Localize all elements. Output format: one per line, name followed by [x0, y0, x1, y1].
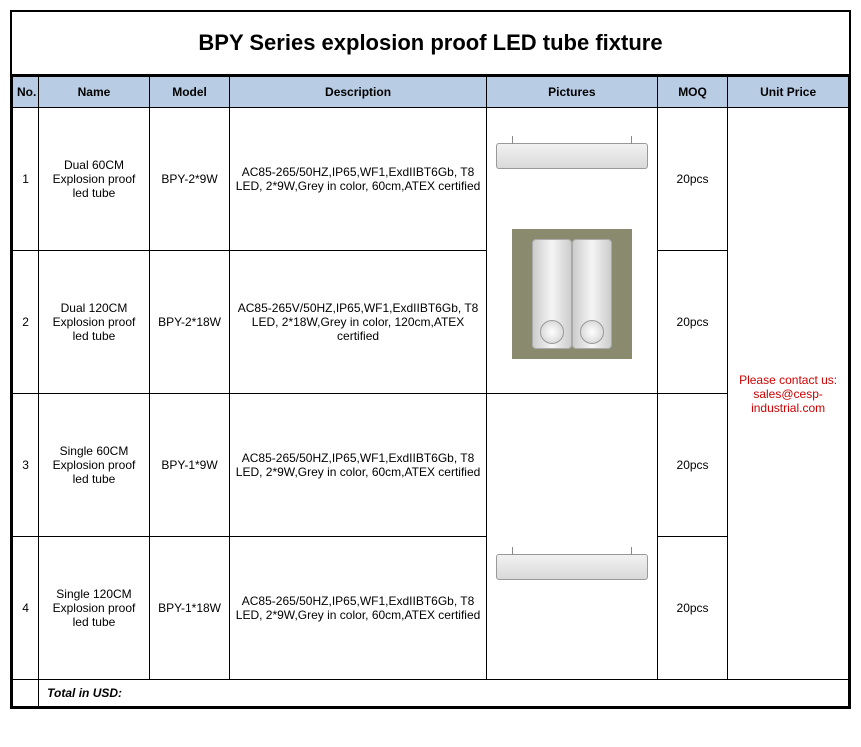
cell-desc: AC85-265/50HZ,IP65,WF1,ExdIIBT6Gb, T8 LE… — [230, 394, 487, 537]
cell-no: 2 — [13, 251, 39, 394]
col-header-no: No. — [13, 77, 39, 108]
cell-model: BPY-1*9W — [149, 394, 229, 537]
cell-picture — [486, 108, 657, 394]
fixture-icon — [496, 143, 648, 169]
col-header-pic: Pictures — [486, 77, 657, 108]
cell-unit-price: Please contact us: sales@cesp-industrial… — [728, 108, 849, 680]
cell-no: 4 — [13, 537, 39, 680]
cell-total-no — [13, 680, 39, 707]
cell-total-label: Total in USD: — [39, 680, 849, 707]
product-table: No. Name Model Description Pictures MOQ … — [12, 76, 849, 707]
cell-moq: 20pcs — [657, 394, 727, 537]
table-row: 2 Dual 120CM Explosion proof led tube BP… — [13, 251, 849, 394]
cell-picture — [486, 394, 657, 680]
col-header-name: Name — [39, 77, 150, 108]
total-row: Total in USD: — [13, 680, 849, 707]
cell-moq: 20pcs — [657, 537, 727, 680]
table-header-row: No. Name Model Description Pictures MOQ … — [13, 77, 849, 108]
table-row: 3 Single 60CM Explosion proof led tube B… — [13, 394, 849, 537]
col-header-price: Unit Price — [728, 77, 849, 108]
cell-moq: 20pcs — [657, 251, 727, 394]
col-header-model: Model — [149, 77, 229, 108]
col-header-moq: MOQ — [657, 77, 727, 108]
cell-no: 3 — [13, 394, 39, 537]
cell-desc: AC85-265/50HZ,IP65,WF1,ExdIIBT6Gb, T8 LE… — [230, 108, 487, 251]
fixture-photo — [512, 229, 632, 359]
table-row: 1 Dual 60CM Explosion proof led tube BPY… — [13, 108, 849, 251]
cell-moq: 20pcs — [657, 108, 727, 251]
table-row: 4 Single 120CM Explosion proof led tube … — [13, 537, 849, 680]
cell-model: BPY-1*18W — [149, 537, 229, 680]
cell-no: 1 — [13, 108, 39, 251]
cell-name: Dual 120CM Explosion proof led tube — [39, 251, 150, 394]
cell-name: Single 60CM Explosion proof led tube — [39, 394, 150, 537]
cell-name: Single 120CM Explosion proof led tube — [39, 537, 150, 680]
document-frame: BPY Series explosion proof LED tube fixt… — [10, 10, 851, 709]
fixture-icon — [496, 554, 648, 580]
cell-desc: AC85-265V/50HZ,IP65,WF1,ExdIIBT6Gb, T8 L… — [230, 251, 487, 394]
cell-model: BPY-2*9W — [149, 108, 229, 251]
col-header-desc: Description — [230, 77, 487, 108]
page-title: BPY Series explosion proof LED tube fixt… — [12, 12, 849, 76]
cell-model: BPY-2*18W — [149, 251, 229, 394]
cell-desc: AC85-265/50HZ,IP65,WF1,ExdIIBT6Gb, T8 LE… — [230, 537, 487, 680]
cell-name: Dual 60CM Explosion proof led tube — [39, 108, 150, 251]
